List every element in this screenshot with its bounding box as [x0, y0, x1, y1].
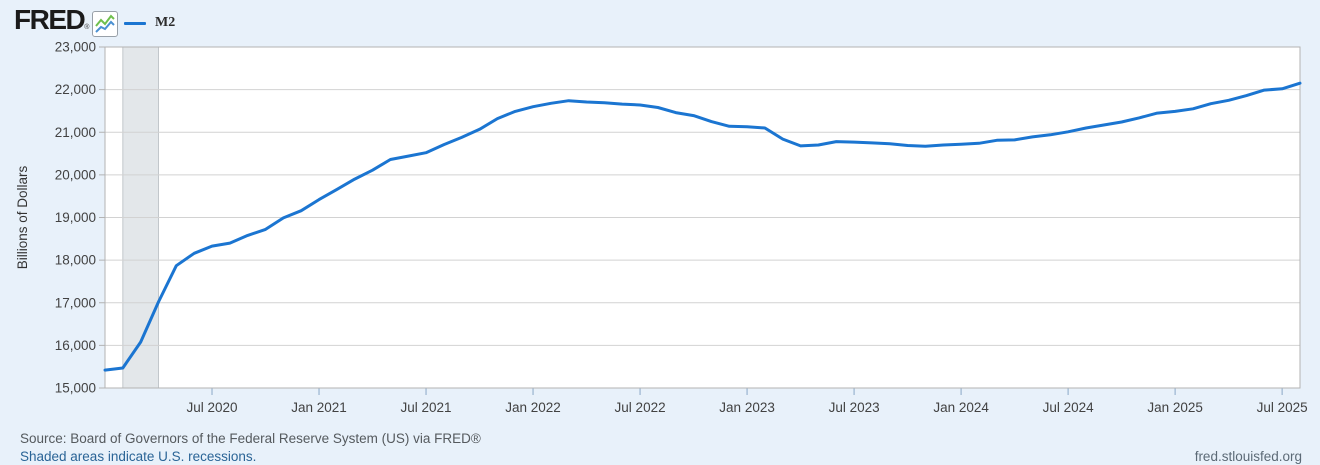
recession-note-link[interactable]: Shaded areas indicate U.S. recessions. — [20, 449, 257, 464]
x-tick-label: Jul 2024 — [1043, 400, 1095, 415]
y-tick-label: 21,000 — [55, 125, 96, 140]
fred-sparkline-icon-svg — [95, 14, 115, 33]
x-tick-label: Jan 2021 — [291, 400, 347, 415]
source-attribution: Source: Board of Governors of the Federa… — [20, 431, 481, 446]
fred-site-link[interactable]: fred.stlouisfed.org — [1194, 449, 1302, 464]
x-tick-label: Jan 2022 — [505, 400, 561, 415]
y-tick-label: 20,000 — [55, 167, 96, 182]
icon-blue-line — [95, 20, 115, 33]
chart-header: FRED® M2 — [0, 0, 1320, 40]
y-tick-label: 17,000 — [55, 295, 96, 310]
fred-logo[interactable]: FRED® — [14, 4, 89, 36]
x-tick-label: Jul 2025 — [1257, 400, 1308, 415]
x-tick-label: Jul 2022 — [615, 400, 666, 415]
plot-border — [104, 46, 1301, 389]
chart-legend: M2 — [124, 13, 175, 33]
y-tick-label: 22,000 — [55, 82, 96, 97]
fred-logo-text: FRED — [14, 4, 86, 35]
fred-sparkline-icon — [92, 11, 118, 37]
y-tick-label: 23,000 — [55, 40, 96, 55]
chart-canvas[interactable]: 15,000 16,000 17,000 18,000 19,000 20,000 21,0… — [0, 35, 1320, 420]
y-tick-label: 15,000 — [55, 381, 96, 396]
m2-series-line[interactable] — [103, 81, 1302, 372]
x-tick-label: Jan 2025 — [1147, 400, 1203, 415]
x-tick-label: Jul 2021 — [401, 400, 452, 415]
x-tick-label: Jul 2020 — [186, 400, 237, 415]
icon-green-line — [95, 14, 115, 27]
x-tick-label: Jul 2023 — [829, 400, 880, 415]
y-axis-title: Billions of Dollars — [15, 165, 30, 269]
fred-logo-registered-mark: ® — [84, 24, 90, 31]
y-tick-label: 18,000 — [55, 253, 96, 268]
y-tick-label: 16,000 — [55, 338, 96, 353]
x-tick-label: Jan 2023 — [719, 400, 775, 415]
legend-series-label[interactable]: M2 — [155, 15, 176, 30]
y-tick-label: 19,000 — [55, 210, 96, 225]
legend-line-swatch — [124, 21, 146, 25]
x-tick-label: Jan 2024 — [933, 400, 989, 415]
